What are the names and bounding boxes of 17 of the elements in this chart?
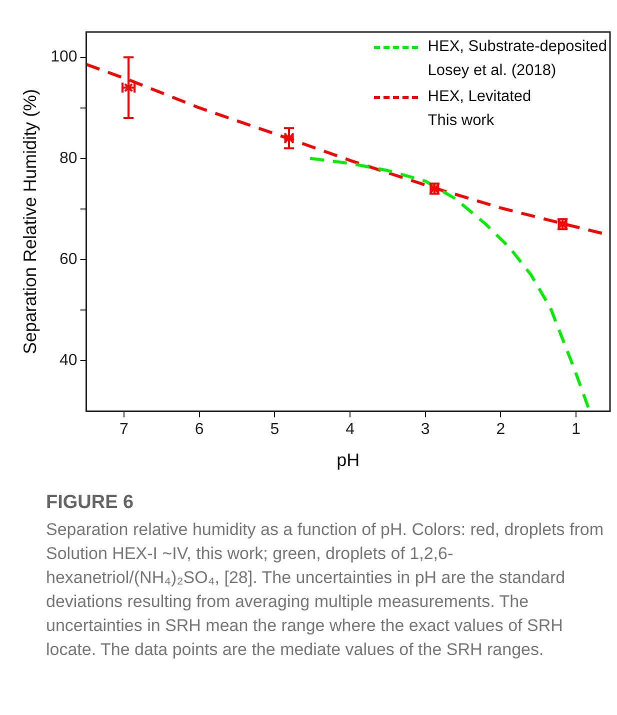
y-tick-label: 80 [60,150,78,167]
y-tick-label: 100 [50,48,78,66]
legend-label: HEX, Substrate-deposited Losey et al. (2018) [428,37,607,81]
y-axis-title: Separation Relative Humidity (%) [20,89,40,354]
x-tick-label: 2 [496,421,506,438]
x-tick-label: 7 [120,421,129,438]
text: Separation relative humidity as a function of pH. Colors: red, droplets from Solution HEX-I ~IV, this work; green, droplets of 1,2,6-hexanetriol/(NH₄)₂SO₄, [28]. The uncertainties in pH are the standard deviations resulting from averaging multiple measurements. The uncertainties in SRH mean the range where the exact values of SRH locate. The data points are the mediate values of the SRH ranges. [46,519,604,661]
legend-label: HEX, Levitated This work [428,87,532,131]
text: FIGURE 6 [46,492,135,514]
x-tick-label: 5 [270,421,280,438]
x-tick-label: 6 [194,421,204,438]
x-tick-label: 4 [346,421,355,438]
y-tick-label: 60 [60,250,78,268]
x-tick-label: 3 [420,421,430,438]
y-tick-label: 40 [60,352,78,370]
x-tick-label: 1 [572,421,581,438]
x-axis-title: pH [336,450,360,470]
